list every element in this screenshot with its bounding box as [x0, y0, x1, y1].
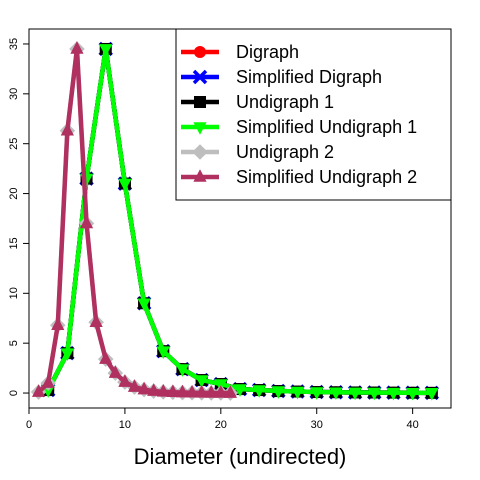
- data-point: [70, 41, 84, 54]
- legend-entry: Undigraph 2: [181, 142, 334, 162]
- legend-entry: Simplified Undigraph 2: [181, 167, 417, 187]
- data-point: [127, 379, 142, 392]
- legend-swatch-marker: [194, 46, 206, 58]
- data-point: [175, 384, 190, 398]
- x-axis-title: Diameter (undirected): [134, 444, 347, 469]
- legend-label: Simplified Undigraph 1: [236, 117, 417, 137]
- x-tick-label: 40: [407, 419, 419, 431]
- y-tick-label: 15: [8, 237, 20, 249]
- legend-swatch-marker: [192, 69, 208, 85]
- data-point: [195, 375, 209, 388]
- legend-label: Undigraph 1: [236, 92, 334, 112]
- y-tick-label: 0: [8, 390, 20, 396]
- legend-swatch-marker: [193, 122, 207, 135]
- legend-swatch-marker: [192, 144, 208, 160]
- x-tick-label: 30: [311, 419, 323, 431]
- legend-label: Undigraph 2: [236, 142, 334, 162]
- legend-label: Simplified Undigraph 2: [236, 167, 417, 187]
- legend-entry: Simplified Undigraph 1: [181, 117, 417, 137]
- data-point: [118, 374, 132, 387]
- data-point: [31, 384, 46, 397]
- data-point: [329, 387, 343, 401]
- data-point: [137, 298, 151, 312]
- legend-label: Simplified Digraph: [236, 67, 382, 87]
- legend-box: [175, 28, 452, 201]
- data-point: [137, 381, 151, 395]
- data-point: [185, 384, 199, 398]
- legend-entry: Undigraph 1: [181, 92, 334, 112]
- data-point: [195, 385, 209, 398]
- x-tick-label: 20: [215, 419, 227, 431]
- data-point: [108, 365, 122, 378]
- legend-swatch-marker: [193, 169, 207, 182]
- data-point: [348, 387, 362, 401]
- data-point: [425, 388, 439, 401]
- data-point: [156, 346, 170, 359]
- data-point: [51, 317, 65, 331]
- legend-entry: Simplified Digraph: [181, 67, 382, 87]
- y-tick-label: 25: [8, 138, 20, 150]
- series-4: [41, 44, 439, 401]
- y-tick-label: 5: [8, 340, 20, 346]
- data-point: [60, 122, 74, 136]
- data-point: [89, 314, 103, 328]
- data-point: [271, 386, 285, 399]
- data-point: [166, 384, 180, 398]
- y-axis: 0 5 10 15 20 25 30 35: [8, 38, 30, 396]
- legend-entry: Digraph: [181, 42, 299, 62]
- data-point: [214, 385, 228, 398]
- x-tick-label: 10: [119, 419, 131, 431]
- data-point: [156, 384, 170, 397]
- data-point: [406, 387, 420, 401]
- data-point: [310, 387, 324, 400]
- legend-swatch-marker: [194, 96, 206, 108]
- y-tick-label: 30: [8, 88, 20, 100]
- data-point: [118, 178, 132, 192]
- legend: Digraph Simplified Digraph Undigraph 1 Simp…: [175, 28, 452, 201]
- data-point: [99, 351, 113, 364]
- data-point: [290, 386, 305, 400]
- data-point: [386, 387, 401, 401]
- data-point: [233, 384, 247, 397]
- y-tick-label: 20: [8, 187, 20, 199]
- series-layer: [30, 41, 440, 401]
- data-point: [175, 364, 190, 377]
- data-point: [223, 385, 238, 398]
- data-point: [99, 44, 113, 57]
- y-tick-label: 35: [8, 38, 20, 50]
- legend-label: Digraph: [236, 42, 299, 62]
- data-point: [41, 375, 55, 388]
- x-tick-label: 0: [26, 419, 32, 431]
- data-point: [367, 387, 381, 401]
- data-point: [79, 215, 94, 229]
- series-6: [31, 41, 238, 398]
- data-point: [204, 385, 218, 398]
- data-point: [60, 348, 74, 361]
- data-point: [252, 385, 266, 398]
- y-tick-label: 10: [8, 287, 20, 299]
- data-point: [147, 383, 161, 396]
- x-axis: 0 10 20 30 40: [26, 407, 419, 431]
